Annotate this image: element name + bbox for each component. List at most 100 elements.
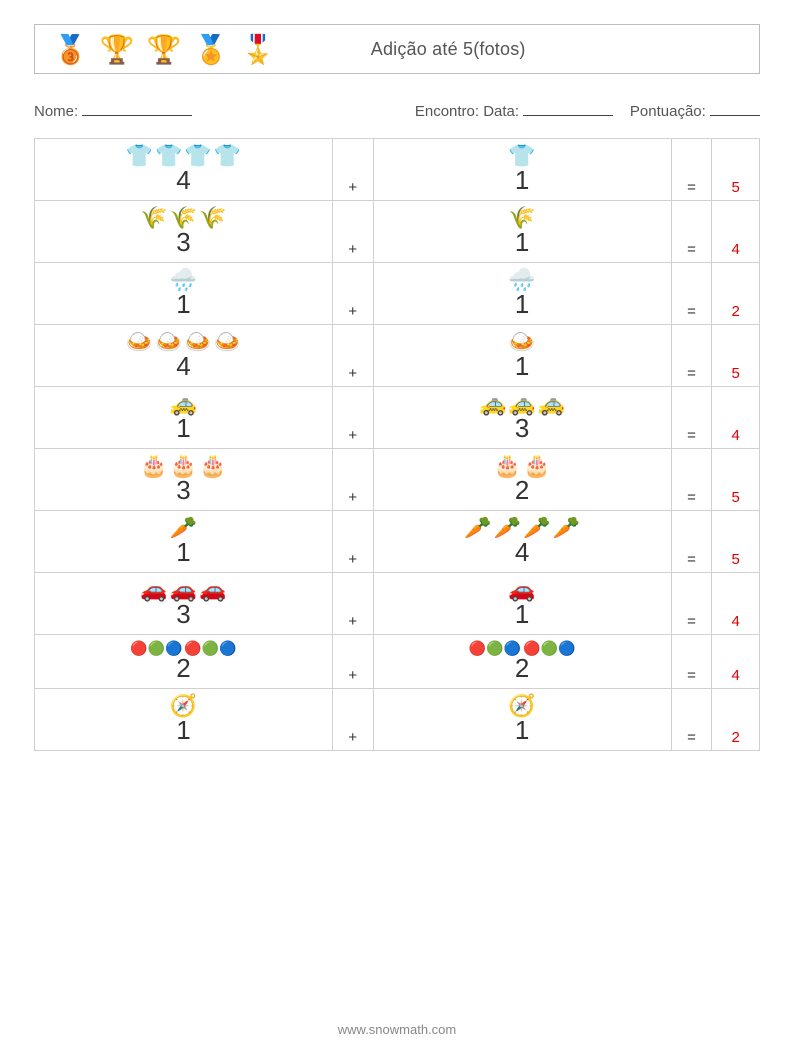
data-blank[interactable] xyxy=(523,100,613,116)
cake-icon: 🎂 xyxy=(199,455,226,477)
car-red-icon: 🚗 xyxy=(140,579,167,601)
cloud-icon: 🌧️ xyxy=(508,269,535,291)
rgb-icon: 🔴🟢🔵 xyxy=(469,641,521,655)
table-row: 🔴🟢🔵🔴🟢🔵2+🔴🟢🔵🔴🟢🔵2=4 xyxy=(35,635,760,689)
operand-cell: 🌾🌾🌾3 xyxy=(35,201,333,263)
icon-row: 🎂🎂 xyxy=(378,455,667,477)
operand-number: 1 xyxy=(39,289,328,320)
operator-cell: + xyxy=(332,635,373,689)
operand-cell: 🍛1 xyxy=(373,325,671,387)
problems-table: 👕👕👕👕4+👕1=5🌾🌾🌾3+🌾1=4🌧️1+🌧️1=2🍛🍛🍛🍛4+🍛1=5🚕1… xyxy=(34,138,760,751)
onesie-icon: 👕 xyxy=(184,145,211,167)
operand-number: 1 xyxy=(39,413,328,444)
answer-cell: 4 xyxy=(712,635,760,689)
table-row: 🌧️1+🌧️1=2 xyxy=(35,263,760,325)
cake-icon: 🎂 xyxy=(140,455,167,477)
plate-icon: 🍛 xyxy=(508,331,535,353)
table-row: 🌾🌾🌾3+🌾1=4 xyxy=(35,201,760,263)
icon-row: 🌧️ xyxy=(39,269,328,291)
carrot-icon: 🥕 xyxy=(464,517,491,539)
operand-number: 1 xyxy=(378,715,667,746)
operand-number: 1 xyxy=(378,599,667,630)
operand-cell: 🌧️1 xyxy=(35,263,333,325)
operator-cell: + xyxy=(332,263,373,325)
operator-cell: + xyxy=(332,573,373,635)
operand-number: 3 xyxy=(378,413,667,444)
clock-icon: 🧭 xyxy=(170,695,197,717)
operand-number: 2 xyxy=(378,475,667,506)
car-yellow-icon: 🚕 xyxy=(170,393,197,415)
rgb-icon: 🔴🟢🔵 xyxy=(523,641,575,655)
operand-cell: 🧭1 xyxy=(373,689,671,751)
operator-cell: + xyxy=(332,449,373,511)
wheat-icon: 🌾 xyxy=(199,207,226,229)
worksheet-title: Adição até 5(fotos) xyxy=(275,39,621,60)
icon-row: 👕 xyxy=(378,145,667,167)
icon-row: 🍛🍛🍛🍛 xyxy=(39,331,328,353)
operand-number: 4 xyxy=(39,165,328,196)
operand-number: 2 xyxy=(378,653,667,684)
operand-cell: 🎂🎂2 xyxy=(373,449,671,511)
table-row: 👕👕👕👕4+👕1=5 xyxy=(35,139,760,201)
operand-cell: 🌾1 xyxy=(373,201,671,263)
cake-icon: 🎂 xyxy=(523,455,550,477)
icon-row: 🚕🚕🚕 xyxy=(378,393,667,415)
icon-row: 👕👕👕👕 xyxy=(39,145,328,167)
car-red-icon: 🚗 xyxy=(508,579,535,601)
car-red-icon: 🚗 xyxy=(199,579,226,601)
operator-cell: + xyxy=(332,325,373,387)
header-line: Nome: Encontro: Data: Pontuação: xyxy=(34,100,760,120)
operand-cell: 👕👕👕👕4 xyxy=(35,139,333,201)
onesie-icon: 👕 xyxy=(126,145,153,167)
medal-icon: 🏆 xyxy=(100,33,135,66)
wheat-icon: 🌾 xyxy=(140,207,167,229)
onesie-icon: 👕 xyxy=(214,145,241,167)
icon-row: 🚗 xyxy=(378,579,667,601)
operator-cell: + xyxy=(332,201,373,263)
operand-cell: 🌧️1 xyxy=(373,263,671,325)
equals-cell: = xyxy=(671,573,712,635)
icon-row: 🌾 xyxy=(378,207,667,229)
operand-cell: 🥕1 xyxy=(35,511,333,573)
icon-row: 🌧️ xyxy=(378,269,667,291)
table-row: 🍛🍛🍛🍛4+🍛1=5 xyxy=(35,325,760,387)
operand-cell: 🔴🟢🔵🔴🟢🔵2 xyxy=(373,635,671,689)
plate-icon: 🍛 xyxy=(214,331,241,353)
footer-url: www.snowmath.com xyxy=(0,1022,794,1037)
cake-icon: 🎂 xyxy=(170,455,197,477)
cake-icon: 🎂 xyxy=(494,455,521,477)
onesie-icon: 👕 xyxy=(155,145,182,167)
nome-label: Nome: xyxy=(34,103,78,120)
equals-cell: = xyxy=(671,449,712,511)
operand-number: 3 xyxy=(39,227,328,258)
operand-number: 4 xyxy=(39,351,328,382)
rgb-icon: 🔴🟢🔵 xyxy=(184,641,236,655)
wheat-icon: 🌾 xyxy=(508,207,535,229)
carrot-icon: 🥕 xyxy=(494,517,521,539)
score-blank[interactable] xyxy=(710,100,760,116)
icon-row: 🧭 xyxy=(39,695,328,717)
operand-number: 2 xyxy=(39,653,328,684)
equals-cell: = xyxy=(671,325,712,387)
operand-cell: 🚕1 xyxy=(35,387,333,449)
operand-number: 3 xyxy=(39,475,328,506)
table-row: 🚕1+🚕🚕🚕3=4 xyxy=(35,387,760,449)
medal-icon: 🏅 xyxy=(194,33,229,66)
operator-cell: + xyxy=(332,511,373,573)
medal-icon: 🏆 xyxy=(147,33,182,66)
operand-cell: 🥕🥕🥕🥕4 xyxy=(373,511,671,573)
carrot-icon: 🥕 xyxy=(553,517,580,539)
nome-blank[interactable] xyxy=(82,100,192,116)
operator-cell: + xyxy=(332,139,373,201)
icon-row: 🚗🚗🚗 xyxy=(39,579,328,601)
car-yellow-icon: 🚕 xyxy=(479,393,506,415)
car-yellow-icon: 🚕 xyxy=(508,393,535,415)
onesie-icon: 👕 xyxy=(508,145,535,167)
answer-cell: 2 xyxy=(712,263,760,325)
answer-cell: 4 xyxy=(712,201,760,263)
plate-icon: 🍛 xyxy=(184,331,211,353)
carrot-icon: 🥕 xyxy=(523,517,550,539)
operand-number: 1 xyxy=(378,165,667,196)
operand-cell: 🧭1 xyxy=(35,689,333,751)
answer-cell: 5 xyxy=(712,449,760,511)
